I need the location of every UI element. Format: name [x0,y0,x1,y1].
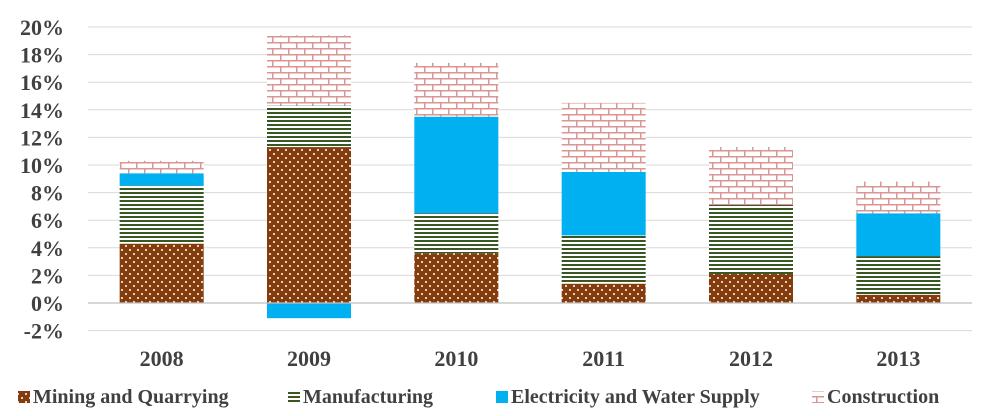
legend-label: Construction [827,386,939,408]
legend-item-construction: Construction [812,386,939,408]
x-tick-label-2013: 2013 [876,346,920,371]
y-axis: -2% 0% 2%4% 6%8% 10% 12%14% 16%18% 20% [20,15,64,344]
y-tick-label: -2% [24,319,64,344]
legend-swatch [496,391,508,403]
bar-mining-and-quarrying-2009 [267,147,351,303]
bar-mining-and-quarrying-2008 [119,243,204,303]
y-tick-label: 2% [31,263,64,288]
y-tick-label: 12% [20,125,64,150]
bar-manufacturing-2013 [856,256,941,295]
y-tick-label: 0% [31,291,64,316]
y-tick-label: 4% [31,236,64,261]
bar-mining-and-quarrying-2011 [561,283,646,303]
bar-construction-2013 [856,181,941,214]
legend-item-mining-and-quarrying: Mining and Quarrying [18,386,229,408]
bar-electricity-and-water-supply-2008 [119,173,204,186]
x-tick-label-2011: 2011 [582,346,625,371]
bar-manufacturing-2010 [414,213,499,254]
bar-construction-2010 [414,62,499,117]
bar-manufacturing-2009 [267,105,351,148]
y-tick-label: 14% [20,98,64,123]
x-tick-label-2012: 2012 [729,346,773,371]
bar-mining-and-quarrying-2012 [709,274,793,303]
legend: Mining and Quarrying Manufacturing Electri… [18,386,939,408]
bar-electricity-and-water-supply-2011 [561,171,646,236]
bar-mining-and-quarrying-2010 [414,253,499,303]
bar-construction-2009 [267,35,351,106]
bar-electricity-and-water-supply-2009 [267,303,351,319]
bars [119,35,941,319]
y-tick-label: 10% [20,153,64,178]
legend-item-manufacturing: Manufacturing [288,386,433,408]
bar-electricity-and-water-supply-2010 [414,116,499,214]
bar-construction-2012 [709,147,793,206]
x-tick-label-2010: 2010 [434,346,478,371]
legend-label: Manufacturing [303,386,433,408]
x-tick-label-2008: 2008 [140,346,184,371]
y-tick-label: 6% [31,208,64,233]
y-tick-label: 16% [20,70,64,95]
y-tick-label: 8% [31,181,64,206]
legend-label: Electricity and Water Supply [511,386,760,408]
legend-label: Mining and Quarrying [33,386,229,408]
legend-item-electricity-and-water-supply: Electricity and Water Supply [496,386,760,408]
legend-swatch [812,391,824,403]
x-tick-label-2009: 2009 [287,346,331,371]
bar-manufacturing-2011 [561,235,646,284]
bar-electricity-and-water-supply-2013 [856,213,941,257]
gridlines [88,26,972,332]
bar-construction-2008 [119,160,204,174]
y-tick-label: 20% [20,15,64,40]
y-tick-label: 18% [20,43,64,68]
bar-mining-and-quarrying-2013 [856,294,941,303]
legend-swatch [18,391,30,403]
bar-construction-2011 [561,102,646,172]
bar-manufacturing-2012 [709,205,793,275]
x-axis: 2008 2009 2010 2011 2012 2013 [140,346,921,371]
bar-manufacturing-2008 [119,185,204,244]
legend-swatch [288,391,300,403]
